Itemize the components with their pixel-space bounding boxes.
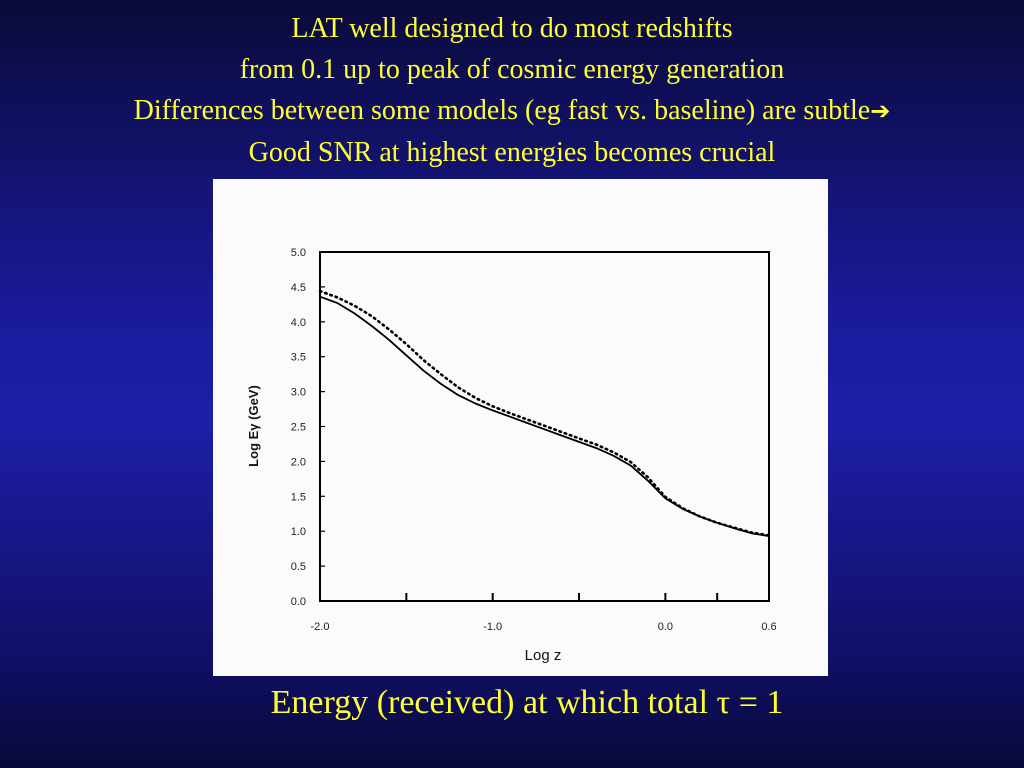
heading-line-2: from 0.1 up to peak of cosmic energy gen… — [239, 54, 785, 85]
chart-panel: 0.0 0.5 1.0 1.5 2.0 2.5 3.0 3.5 4.0 4.5 5.0 -2.0 -1… — [213, 179, 828, 676]
series-line-dotted — [318, 289, 771, 537]
series-layer — [318, 289, 771, 538]
y-axis-ticks: 0.0 0.5 1.0 1.5 2.0 2.5 3.0 3.5 4.0 4.5 5.0 — [291, 247, 325, 608]
heading-line-4: Good SNR at highest energies becomes cru… — [248, 137, 776, 168]
y-tick-label: 1.0 — [291, 526, 306, 538]
y-tick-label: 5.0 — [291, 247, 306, 259]
heading-line-1: LAT well designed to do most redshifts — [291, 13, 733, 44]
x-tick-label: 0.0 — [658, 621, 673, 633]
y-tick-label: 0.5 — [291, 561, 306, 573]
slide-caption: Energy (received) at which total τ = 1 — [270, 684, 784, 721]
chart-svg: 0.0 0.5 1.0 1.5 2.0 2.5 3.0 3.5 4.0 4.5 5.0 -2.0 -1… — [246, 247, 777, 664]
x-tick-label: -1.0 — [483, 621, 502, 633]
x-axis-label: Log z — [525, 647, 562, 664]
y-tick-label: 2.0 — [291, 456, 306, 468]
x-tick-label: 0.6 — [761, 621, 776, 633]
y-tick-label: 3.5 — [291, 352, 306, 364]
x-tick-label: -2.0 — [311, 621, 330, 633]
x-axis-ticks: -2.0 -1.0 0.0 0.6 — [311, 593, 777, 633]
y-axis-label: Log Eγ (GeV) — [246, 385, 261, 467]
y-tick-label: 0.0 — [291, 596, 306, 608]
y-tick-label: 4.5 — [291, 282, 306, 294]
slide-heading: LAT well designed to do most redshifts f… — [0, 8, 1024, 173]
heading-line-3: Differences between some models (eg fast… — [0, 90, 1024, 132]
right-arrow-icon: ➔ — [870, 97, 891, 125]
series-line-solid — [319, 295, 770, 538]
heading-line-3-text: Differences between some models (eg fast… — [133, 95, 871, 126]
y-tick-label: 2.5 — [291, 422, 306, 434]
y-tick-label: 3.0 — [291, 387, 306, 399]
y-tick-label: 4.0 — [291, 317, 306, 329]
y-tick-label: 1.5 — [291, 491, 306, 503]
